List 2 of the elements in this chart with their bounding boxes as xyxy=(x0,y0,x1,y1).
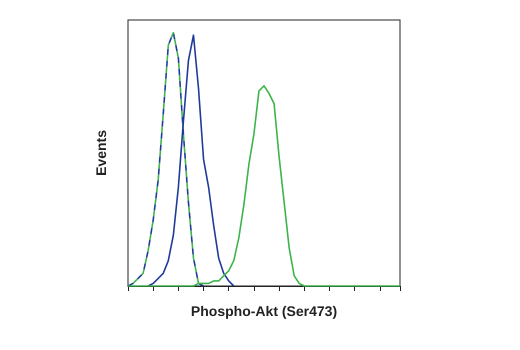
x-axis-title: Phospho-Akt (Ser473) xyxy=(190,303,338,319)
y-axis-title: Events xyxy=(93,130,109,176)
